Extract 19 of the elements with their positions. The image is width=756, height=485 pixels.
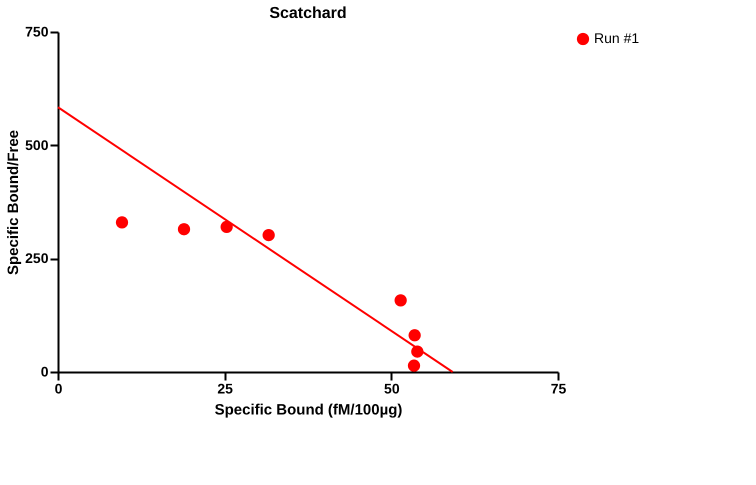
y-axis-title: Specific Bound/Free xyxy=(5,130,22,276)
y-tick-label: 750 xyxy=(25,24,49,40)
x-tick-label: 0 xyxy=(54,380,63,396)
point xyxy=(178,223,190,236)
x-tick-label: 25 xyxy=(217,380,234,396)
point xyxy=(116,216,128,229)
y-tick-label: 250 xyxy=(25,250,49,266)
point xyxy=(408,329,421,342)
point xyxy=(408,360,420,372)
point xyxy=(220,220,233,234)
x-axis-title: Specific Bound (fM/100µg) xyxy=(214,402,402,418)
y-tick-label: 500 xyxy=(25,136,49,153)
x-tick-label: 75 xyxy=(550,380,566,396)
y-tick-label: 0 xyxy=(40,364,49,380)
chart-title: Scatchard xyxy=(269,5,347,22)
point xyxy=(394,294,407,306)
x-tick-label: 50 xyxy=(384,380,400,396)
point xyxy=(262,228,275,242)
legend-label: Run #1 xyxy=(594,30,640,46)
